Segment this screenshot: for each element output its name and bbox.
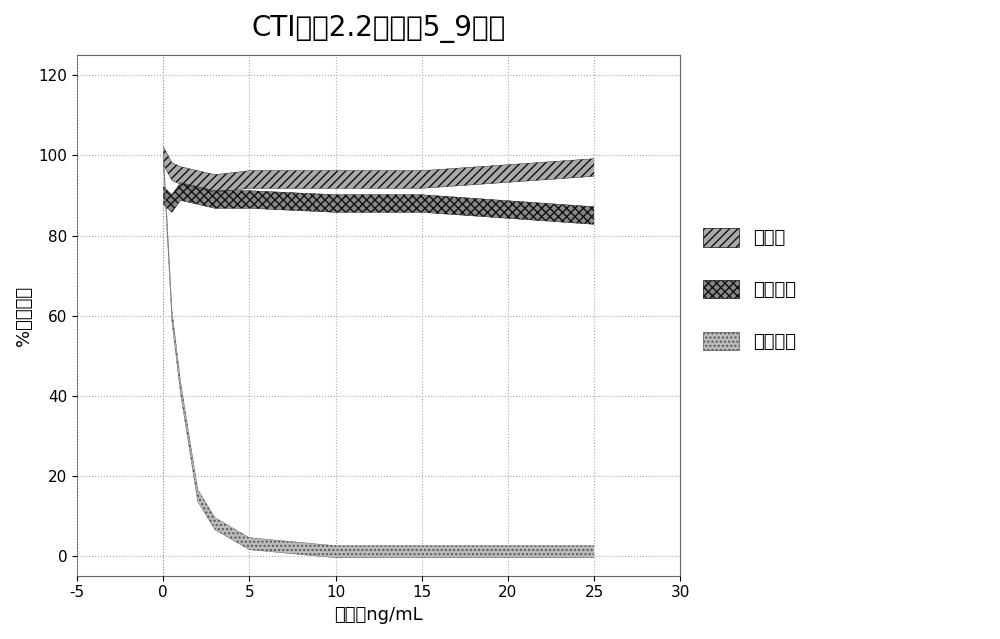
Legend: 氯氮平, 齐拉西酮, 帕潘立酮: 氯氮平, 齐拉西酮, 帕潘立酮 bbox=[695, 221, 803, 358]
X-axis label: 浓度，ng/mL: 浓度，ng/mL bbox=[334, 606, 423, 624]
Y-axis label: %抗体结合: %抗体结合 bbox=[15, 286, 33, 346]
Title: CTI小鼘2.2亚克隖5_9竞争: CTI小鼘2.2亚克隖5_9竞争 bbox=[252, 15, 506, 43]
